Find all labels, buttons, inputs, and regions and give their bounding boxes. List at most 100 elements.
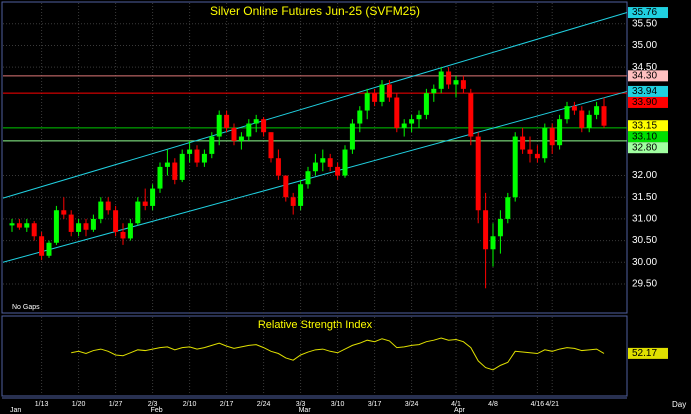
candle-body [490,236,496,250]
candle-body [312,162,318,172]
candle-body [150,188,156,206]
candle-body [586,114,592,128]
candle-body [409,119,415,124]
x-tick-label: 1/13 [35,401,49,408]
axis-label-box [628,7,668,19]
candle-body [505,197,511,219]
candle-body [423,93,429,115]
x-tick-label: 2/24 [257,401,271,408]
candle-body [468,93,474,137]
axis-label-box [628,142,668,154]
candle-body [90,218,96,230]
x-tick-label: 4/16 [531,401,545,408]
candle-body [275,158,281,176]
candle-body [113,210,119,232]
candle-body [594,106,600,115]
candle-body [372,93,378,102]
y-tick-label: 35.00 [632,40,657,51]
axis-label: 32.80 [632,142,657,153]
candle-body [231,127,237,141]
x-tick-label: 3/10 [331,401,345,408]
candle-body [579,110,585,128]
candle-body [216,114,222,137]
candle-body [120,231,126,239]
candle-body [497,218,503,237]
candle-body [601,106,607,126]
candle-body [68,214,74,232]
candle-body [179,153,185,180]
candle-body [557,119,563,146]
candle-body [224,114,230,128]
candle-body [61,210,67,215]
rsi-line [71,337,605,371]
candle-body [76,223,82,232]
price-panel [1,1,628,314]
month-label: Mar [299,407,312,414]
candle-body [438,71,444,89]
candle-body [483,210,489,250]
candle-body [142,201,148,206]
rsi-label-box [628,347,668,359]
axis-label: 33.94 [632,86,657,97]
y-tick-label: 31.50 [632,192,657,203]
rsi-panel [1,315,628,397]
candle-body [520,136,526,150]
candle-body [127,223,133,239]
candle-body [542,127,548,159]
candle-body [31,223,37,237]
candle-body [453,80,459,85]
candle-body [401,123,407,128]
candle-body [571,106,577,111]
candle-body [335,166,341,176]
candle-body [246,123,252,137]
candle-body [527,149,533,154]
candle-body [327,158,333,167]
candle-body [283,175,289,198]
candle-body [201,153,207,163]
candle-body [357,110,363,124]
month-label: Apr [454,407,466,414]
candle-body [172,162,178,180]
y-tick-label: 31.00 [632,214,657,225]
x-tick-label: 2/3 [148,401,158,408]
candle-body [379,84,385,102]
y-tick-label: 35.50 [632,18,657,29]
candle-body [305,171,311,185]
x-tick-label: 2/17 [220,401,234,408]
candle-body [349,123,355,150]
axis-label: 33.15 [632,120,657,131]
x-tick-label: 1/20 [72,401,86,408]
candle-body [475,136,481,211]
candle-body [187,149,193,154]
candle-body [194,149,200,163]
candle-body [446,71,452,85]
candle-body [298,184,304,206]
axis-label-box [628,120,668,132]
candle-body [253,119,259,124]
candle-body [53,210,59,243]
candle-body [105,201,111,211]
candle-body [460,80,466,89]
candle-body [209,136,215,154]
x-tick-label: 4/1 [451,401,461,408]
rsi-title: Relative Strength Index [258,319,373,331]
candle-body [39,236,45,256]
candle-body [9,223,15,226]
axis-label: 34.30 [632,70,657,81]
candle-body [135,201,141,224]
x-unit: Day [672,400,686,409]
axis-label: 35.76 [632,7,657,18]
candle-body [83,223,89,230]
note: No Gaps [12,304,40,311]
y-tick-label: 29.50 [632,279,657,290]
candle-body [261,119,267,133]
x-tick-label: 3/3 [296,401,306,408]
axis-label: 33.90 [632,97,657,108]
axis-label-box [628,131,668,143]
y-tick-label: 32.00 [632,170,657,181]
axis-label-box [628,85,668,97]
month-label: Jan [10,407,21,414]
y-tick-label: 34.50 [632,62,657,73]
candle-body [238,136,244,141]
